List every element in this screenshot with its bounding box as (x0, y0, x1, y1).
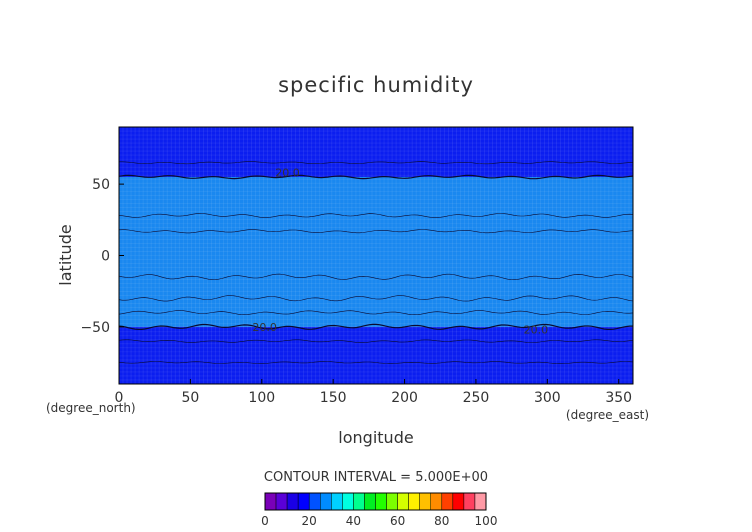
colorbar-swatch (408, 492, 420, 511)
field-band-1 (119, 176, 633, 327)
colorbar-swatch (297, 492, 310, 511)
contour-line (119, 310, 633, 316)
colorbar-swatch (474, 492, 487, 511)
colorbar-swatch (286, 492, 299, 511)
contour-label: 20.0 (252, 321, 277, 334)
contour-line (119, 295, 633, 302)
contour-line (119, 229, 633, 234)
x-tick-label: 300 (534, 390, 561, 406)
colorbar-swatch (430, 492, 443, 511)
colorbar-swatch (353, 492, 365, 511)
contour-line (119, 161, 633, 165)
y-axis-label: latitude (56, 224, 75, 285)
colorbar-frame (264, 492, 487, 511)
contour-line (119, 339, 633, 343)
x-tick-label: 250 (463, 390, 490, 406)
y-tick-label: 0 (101, 249, 110, 265)
colorbar-swatch (397, 492, 409, 511)
contour-label: 20.0 (524, 324, 549, 337)
colorbar-swatch (419, 492, 432, 511)
y-tick-label: −50 (80, 320, 110, 336)
colorbar-swatch (463, 492, 476, 511)
colorbar-tick-label: 60 (390, 514, 405, 528)
field-band-0 (119, 127, 633, 177)
x-tick-label: 50 (181, 390, 199, 406)
colorbar-swatch (386, 492, 398, 511)
x-tick-label: 150 (320, 390, 347, 406)
colorbar-swatch (320, 492, 332, 511)
contour-line (119, 213, 633, 218)
colorbar-swatch (452, 492, 465, 511)
colorbar-swatch (264, 492, 277, 511)
contour-line (119, 273, 633, 281)
colorbar-swatch (441, 492, 454, 511)
colorbar-tick-label: 0 (261, 514, 269, 528)
contour-line (119, 361, 633, 365)
contour-interval-text: CONTOUR INTERVAL = 5.000E+00 (264, 470, 488, 485)
contour-line (119, 174, 633, 180)
colorbar-swatch (342, 492, 354, 511)
colorbar-tick-label: 80 (434, 514, 449, 528)
field-band-2 (119, 326, 633, 384)
colorbar-swatch (364, 492, 376, 511)
colorbar (264, 492, 487, 511)
plot-area (119, 127, 633, 384)
colorbar-swatch (308, 492, 321, 511)
colorbar-swatch (275, 492, 288, 511)
colorbar-swatch (331, 492, 343, 511)
contour-line (119, 323, 633, 330)
colorbar-tick-label: 100 (475, 514, 498, 528)
x-tick-label: 100 (248, 390, 275, 406)
chart-title: specific humidity (278, 73, 474, 97)
contour-label: 20.0 (275, 167, 300, 180)
y-unit-label: (degree_north) (46, 401, 136, 415)
colorbar-tick-label: 20 (302, 514, 317, 528)
colorbar-swatch (375, 492, 387, 511)
x-unit-label: (degree_east) (566, 408, 649, 422)
x-tick-label: 0 (115, 390, 124, 406)
x-axis-label: longitude (338, 428, 413, 447)
x-tick-label: 350 (605, 390, 632, 406)
x-tick-label: 200 (391, 390, 418, 406)
colorbar-tick-label: 40 (346, 514, 361, 528)
y-tick-label: 50 (92, 177, 110, 193)
